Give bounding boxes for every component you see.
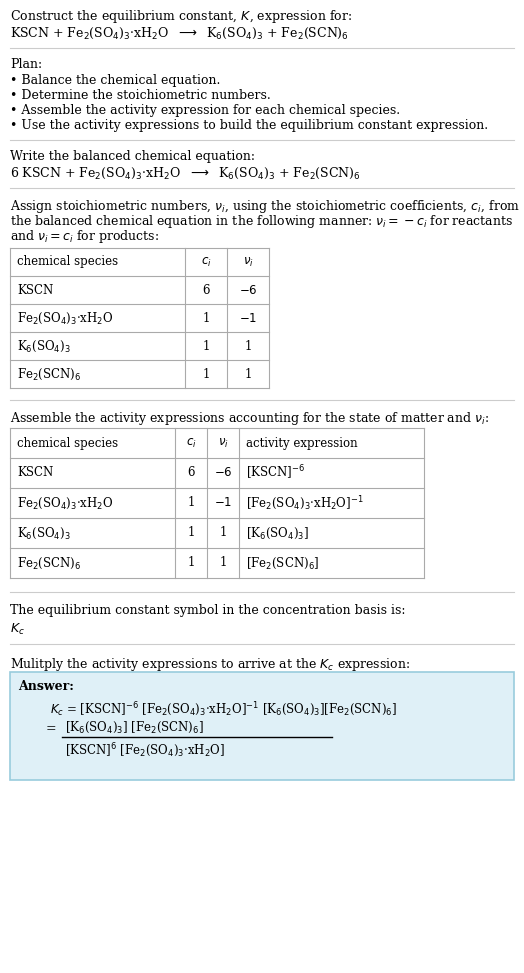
Text: $\nu_i$: $\nu_i$ xyxy=(217,437,228,450)
Text: $c_i$: $c_i$ xyxy=(185,437,196,450)
Text: [K$_6$(SO$_4$)$_3$] [Fe$_2$(SCN)$_6$]: [K$_6$(SO$_4$)$_3$] [Fe$_2$(SCN)$_6$] xyxy=(65,720,204,736)
Text: [Fe$_2$(SO$_4$)$_3$·xH$_2$O]$^{-1}$: [Fe$_2$(SO$_4$)$_3$·xH$_2$O]$^{-1}$ xyxy=(246,494,364,512)
Text: K$_6$(SO$_4$)$_3$: K$_6$(SO$_4$)$_3$ xyxy=(17,525,71,541)
Text: $K_c$: $K_c$ xyxy=(10,622,25,637)
Text: [KSCN]$^{-6}$: [KSCN]$^{-6}$ xyxy=(246,464,305,483)
Text: [Fe$_2$(SCN)$_6$]: [Fe$_2$(SCN)$_6$] xyxy=(246,556,319,570)
Text: chemical species: chemical species xyxy=(17,437,118,450)
Text: Answer:: Answer: xyxy=(18,680,74,693)
Text: =: = xyxy=(46,723,57,736)
Text: 1: 1 xyxy=(220,526,227,539)
Text: chemical species: chemical species xyxy=(17,256,118,269)
Text: Fe$_2$(SCN)$_6$: Fe$_2$(SCN)$_6$ xyxy=(17,556,81,570)
Text: • Balance the chemical equation.: • Balance the chemical equation. xyxy=(10,74,221,87)
Text: Plan:: Plan: xyxy=(10,58,42,71)
Text: Fe$_2$(SO$_4$)$_3$·xH$_2$O: Fe$_2$(SO$_4$)$_3$·xH$_2$O xyxy=(17,495,113,511)
Text: K$_6$(SO$_4$)$_3$: K$_6$(SO$_4$)$_3$ xyxy=(17,339,71,353)
Text: the balanced chemical equation in the following manner: $\nu_i = -c_i$ for react: the balanced chemical equation in the fo… xyxy=(10,213,513,230)
Text: activity expression: activity expression xyxy=(246,437,357,450)
Text: 1: 1 xyxy=(220,557,227,569)
Text: $-6$: $-6$ xyxy=(214,466,232,480)
Text: 1: 1 xyxy=(202,368,210,380)
Text: Assemble the activity expressions accounting for the state of matter and $\nu_i$: Assemble the activity expressions accoun… xyxy=(10,410,489,427)
Text: Fe$_2$(SO$_4$)$_3$·xH$_2$O: Fe$_2$(SO$_4$)$_3$·xH$_2$O xyxy=(17,310,113,326)
FancyBboxPatch shape xyxy=(10,672,514,780)
Text: The equilibrium constant symbol in the concentration basis is:: The equilibrium constant symbol in the c… xyxy=(10,604,406,617)
Text: $K_c$ = [KSCN]$^{-6}$ [Fe$_2$(SO$_4$)$_3$·xH$_2$O]$^{-1}$ [K$_6$(SO$_4$)$_3$][Fe: $K_c$ = [KSCN]$^{-6}$ [Fe$_2$(SO$_4$)$_3… xyxy=(50,700,397,718)
Text: and $\nu_i = c_i$ for products:: and $\nu_i = c_i$ for products: xyxy=(10,228,159,245)
Text: • Determine the stoichiometric numbers.: • Determine the stoichiometric numbers. xyxy=(10,89,271,102)
Text: 1: 1 xyxy=(187,496,195,510)
Text: $c_i$: $c_i$ xyxy=(201,256,211,269)
Text: Mulitply the activity expressions to arrive at the $K_c$ expression:: Mulitply the activity expressions to arr… xyxy=(10,656,410,673)
Text: KSCN: KSCN xyxy=(17,283,53,297)
Text: $-1$: $-1$ xyxy=(239,311,257,325)
Text: KSCN: KSCN xyxy=(17,466,53,480)
Text: 1: 1 xyxy=(244,340,252,352)
Text: Write the balanced chemical equation:: Write the balanced chemical equation: xyxy=(10,150,255,163)
Text: 1: 1 xyxy=(187,526,195,539)
Text: $\nu_i$: $\nu_i$ xyxy=(243,256,254,269)
Text: 1: 1 xyxy=(202,311,210,325)
Text: 1: 1 xyxy=(187,557,195,569)
Text: KSCN + Fe$_2$(SO$_4$)$_3$·xH$_2$O  $\longrightarrow$  K$_6$(SO$_4$)$_3$ + Fe$_2$: KSCN + Fe$_2$(SO$_4$)$_3$·xH$_2$O $\long… xyxy=(10,26,349,41)
Text: Fe$_2$(SCN)$_6$: Fe$_2$(SCN)$_6$ xyxy=(17,367,81,381)
Text: 6: 6 xyxy=(202,283,210,297)
Text: 1: 1 xyxy=(202,340,210,352)
Text: • Assemble the activity expression for each chemical species.: • Assemble the activity expression for e… xyxy=(10,104,400,117)
Text: $-1$: $-1$ xyxy=(214,496,232,510)
Text: 6: 6 xyxy=(187,466,195,480)
Text: 1: 1 xyxy=(244,368,252,380)
Text: [KSCN]$^6$ [Fe$_2$(SO$_4$)$_3$·xH$_2$O]: [KSCN]$^6$ [Fe$_2$(SO$_4$)$_3$·xH$_2$O] xyxy=(65,741,225,759)
Text: Construct the equilibrium constant, $K$, expression for:: Construct the equilibrium constant, $K$,… xyxy=(10,8,352,25)
Text: $-6$: $-6$ xyxy=(239,283,257,297)
Text: • Use the activity expressions to build the equilibrium constant expression.: • Use the activity expressions to build … xyxy=(10,119,488,132)
Text: [K$_6$(SO$_4$)$_3$]: [K$_6$(SO$_4$)$_3$] xyxy=(246,525,309,541)
Text: Assign stoichiometric numbers, $\nu_i$, using the stoichiometric coefficients, $: Assign stoichiometric numbers, $\nu_i$, … xyxy=(10,198,520,215)
Text: 6 KSCN + Fe$_2$(SO$_4$)$_3$·xH$_2$O  $\longrightarrow$  K$_6$(SO$_4$)$_3$ + Fe$_: 6 KSCN + Fe$_2$(SO$_4$)$_3$·xH$_2$O $\lo… xyxy=(10,166,361,181)
